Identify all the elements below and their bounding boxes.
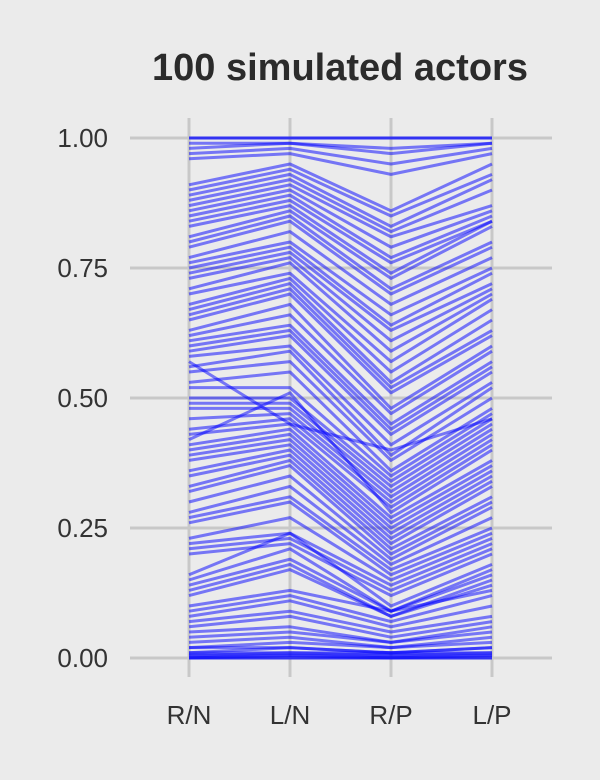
actor-line [188, 422, 493, 509]
actor-line [189, 141, 493, 150]
y-tick-label: 0.00 [57, 643, 108, 673]
actor-line [188, 614, 493, 639]
actor-line [188, 588, 493, 613]
actor-line [188, 443, 493, 535]
actor-line [188, 334, 493, 436]
actor-line [189, 406, 493, 494]
x-axis-tick-labels: R/N L/N R/P L/P [167, 700, 512, 730]
actor-line [189, 401, 493, 488]
actor-line [188, 250, 493, 332]
actor-line [188, 609, 493, 634]
actor-line [188, 464, 493, 556]
actor-line [188, 625, 493, 644]
actor-line [188, 562, 493, 618]
actor-line [188, 292, 493, 395]
actor-line [188, 162, 493, 213]
actor-line [188, 370, 493, 473]
actor-line [188, 219, 493, 296]
actor-line [188, 287, 493, 390]
actor-line [188, 500, 493, 577]
actor-line [188, 432, 493, 525]
actor-line [188, 516, 493, 582]
actor-line [188, 313, 493, 416]
actor-line [188, 323, 493, 426]
actor-line [188, 360, 493, 462]
actor-line [188, 214, 493, 291]
actor-line [188, 427, 493, 520]
actor-line [188, 630, 493, 644]
actor-line [188, 417, 493, 504]
x-tick-label: R/N [167, 700, 212, 730]
actor-line [188, 557, 493, 613]
actor-line [188, 344, 493, 447]
actor-line [189, 386, 493, 478]
actor-line [188, 245, 493, 327]
actor-line [188, 599, 493, 629]
actor-line [189, 396, 493, 483]
actor-line [188, 360, 493, 452]
actor-line [188, 635, 493, 650]
actor-line [188, 178, 493, 234]
actor-line [188, 349, 493, 457]
actor-line [188, 230, 493, 306]
actor-line [188, 282, 493, 384]
actor-line [188, 547, 493, 613]
x-tick-label: R/P [369, 700, 412, 730]
actor-line [188, 458, 493, 551]
series-lines [188, 136, 493, 660]
actor-line [188, 453, 493, 546]
actor-line [188, 183, 493, 239]
chart-title: 100 simulated actors [152, 47, 528, 89]
actor-line [188, 391, 493, 514]
actor-line [188, 240, 493, 317]
actor-line [188, 646, 493, 655]
actor-line [188, 302, 493, 410]
actor-line [188, 188, 493, 249]
actor-line [188, 146, 493, 166]
actor-line [188, 256, 493, 343]
actor-line [188, 474, 493, 561]
actor-line [188, 640, 493, 650]
y-axis-tick-labels: 0.00 0.25 0.50 0.75 1.00 [57, 123, 108, 673]
actor-line [188, 198, 493, 265]
y-tick-label: 0.75 [57, 253, 108, 283]
actor-line [188, 531, 493, 608]
actor-line [188, 276, 493, 374]
actor-line [188, 531, 493, 587]
actor-line [188, 152, 493, 176]
y-tick-label: 1.00 [57, 123, 108, 153]
actor-line [188, 448, 493, 540]
actor-line [188, 594, 493, 624]
actor-line [188, 204, 493, 275]
y-tick-label: 0.25 [57, 513, 108, 543]
actor-line [188, 495, 493, 572]
y-tick-label: 0.50 [57, 383, 108, 413]
actor-line [188, 271, 493, 364]
actor-line [188, 167, 493, 218]
actor-line [188, 536, 493, 592]
actor-line [188, 484, 493, 566]
actor-line [188, 328, 493, 431]
actor-line [188, 141, 493, 156]
actor-line [188, 261, 493, 353]
actor-line [188, 438, 493, 530]
actor-line [188, 172, 493, 228]
actor-line [188, 193, 493, 260]
x-tick-label: L/P [472, 700, 511, 730]
actor-line [188, 209, 493, 280]
x-tick-label: L/N [270, 700, 310, 730]
